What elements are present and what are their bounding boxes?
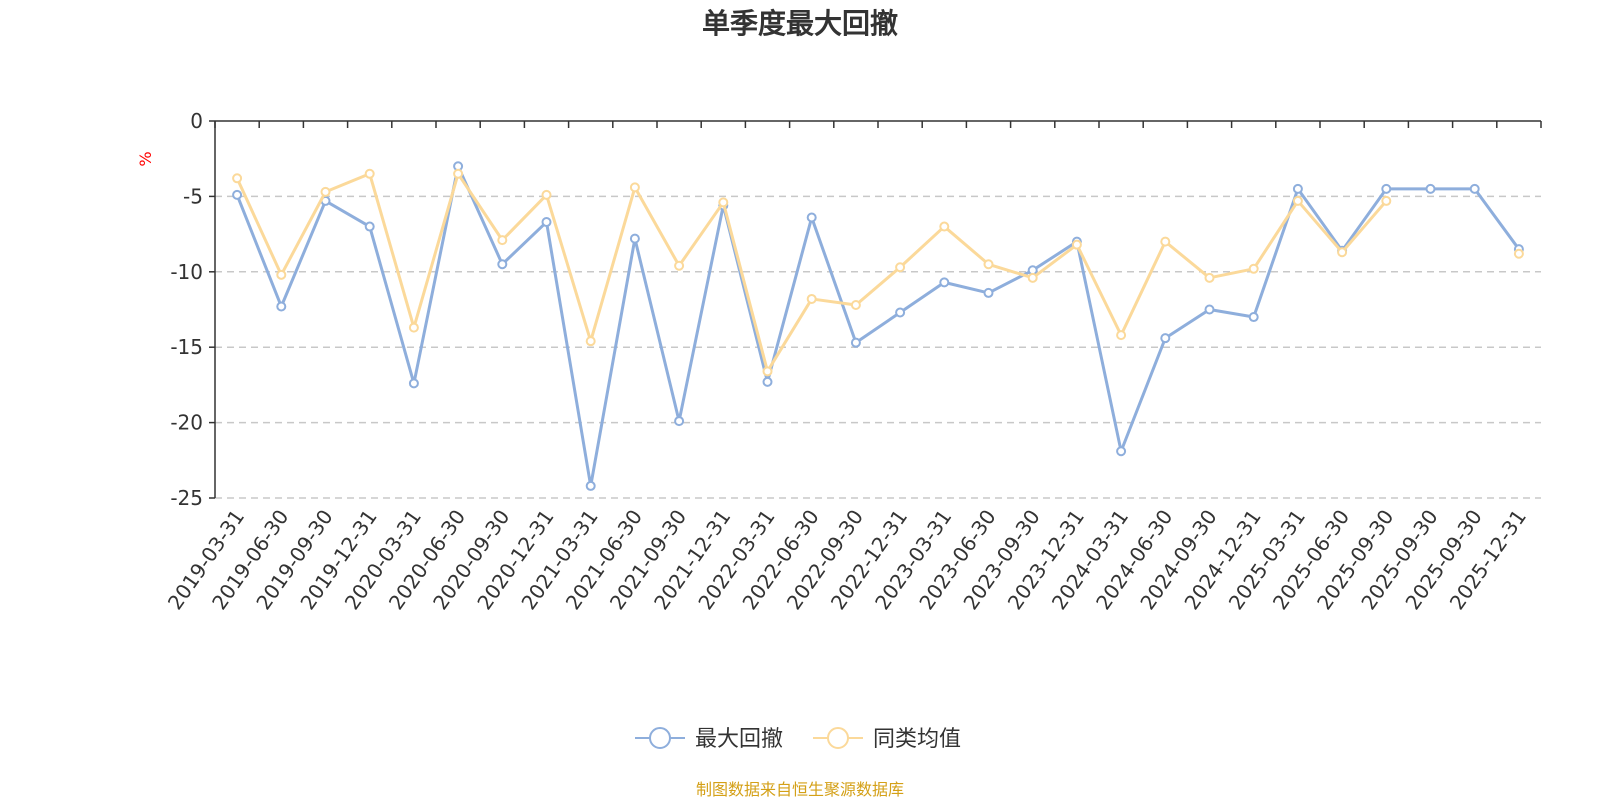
data-point[interactable] (408, 378, 419, 389)
data-point[interactable] (983, 287, 994, 298)
data-point[interactable] (895, 262, 906, 273)
data-point[interactable] (762, 366, 773, 377)
data-point[interactable] (1513, 248, 1524, 259)
data-point[interactable] (276, 301, 287, 312)
data-point[interactable] (762, 376, 773, 387)
axes (209, 120, 1542, 499)
legend-item-category-average[interactable]: 同类均值 (813, 727, 961, 752)
data-point[interactable] (1292, 183, 1303, 194)
series-line (235, 172, 1388, 373)
data-point[interactable] (1337, 247, 1348, 258)
data-point[interactable] (674, 416, 685, 427)
grid-lines (215, 195, 1541, 499)
data-point[interactable] (674, 260, 685, 271)
data-point[interactable] (497, 259, 508, 270)
data-point[interactable] (453, 168, 464, 179)
y-tick-label: -10 (170, 260, 203, 284)
legend-item-max-drawdown[interactable]: 最大回撤 (635, 727, 783, 752)
source-note: 制图数据来自恒生聚源数据库 (696, 780, 904, 799)
data-point[interactable] (850, 337, 861, 348)
legend-marker (649, 727, 671, 749)
y-tick-label: -20 (170, 411, 203, 435)
legend: 最大回撤 同类均值 (635, 727, 961, 752)
data-point[interactable] (983, 259, 994, 270)
data-point[interactable] (718, 197, 729, 208)
data-point[interactable] (806, 212, 817, 223)
legend-label-max-drawdown: 最大回撤 (695, 727, 783, 752)
legend-label-category-average: 同类均值 (873, 727, 961, 752)
data-point[interactable] (1071, 239, 1082, 250)
data-point[interactable] (1160, 333, 1171, 344)
data-point[interactable] (232, 189, 243, 200)
data-point[interactable] (232, 173, 243, 184)
data-point[interactable] (408, 322, 419, 333)
x-tick-labels: 2019-03-312019-06-302019-09-302019-12-31… (163, 505, 1531, 614)
data-point[interactable] (850, 299, 861, 310)
data-point[interactable] (1248, 312, 1259, 323)
y-tick-label: -5 (183, 184, 203, 208)
data-point[interactable] (364, 168, 375, 179)
data-point[interactable] (585, 336, 596, 347)
data-point[interactable] (1116, 446, 1127, 457)
series-line (235, 164, 1521, 488)
data-point[interactable] (1160, 236, 1171, 247)
legend-marker (827, 727, 849, 749)
y-axis-unit: % (136, 151, 155, 166)
data-point[interactable] (364, 221, 375, 232)
data-point[interactable] (1292, 195, 1303, 206)
data-point[interactable] (541, 217, 552, 228)
data-point[interactable] (1469, 183, 1480, 194)
data-point[interactable] (895, 307, 906, 318)
data-point[interactable] (629, 182, 640, 193)
data-point[interactable] (939, 277, 950, 288)
data-point[interactable] (1425, 183, 1436, 194)
data-point[interactable] (276, 269, 287, 280)
data-point[interactable] (1027, 272, 1038, 283)
y-tick-labels: 0 -5 -10 -15 -20 -25 (170, 109, 203, 510)
data-point[interactable] (1204, 272, 1215, 283)
y-tick-label: -25 (170, 486, 203, 510)
series-0 (232, 161, 1524, 491)
series-1 (232, 168, 1524, 377)
data-point[interactable] (1204, 304, 1215, 315)
data-point[interactable] (1116, 330, 1127, 341)
chart-title: 单季度最大回撤 (702, 7, 898, 40)
data-point[interactable] (806, 293, 817, 304)
y-tick-label: -15 (170, 335, 203, 359)
data-point[interactable] (939, 221, 950, 232)
series-group (232, 161, 1524, 491)
data-point[interactable] (1381, 183, 1392, 194)
data-point[interactable] (541, 189, 552, 200)
data-point[interactable] (585, 480, 596, 491)
y-tick-label: 0 (190, 109, 203, 133)
data-point[interactable] (497, 235, 508, 246)
data-point[interactable] (629, 233, 640, 244)
data-point[interactable] (1248, 263, 1259, 274)
data-point[interactable] (1381, 195, 1392, 206)
data-point[interactable] (320, 186, 331, 197)
